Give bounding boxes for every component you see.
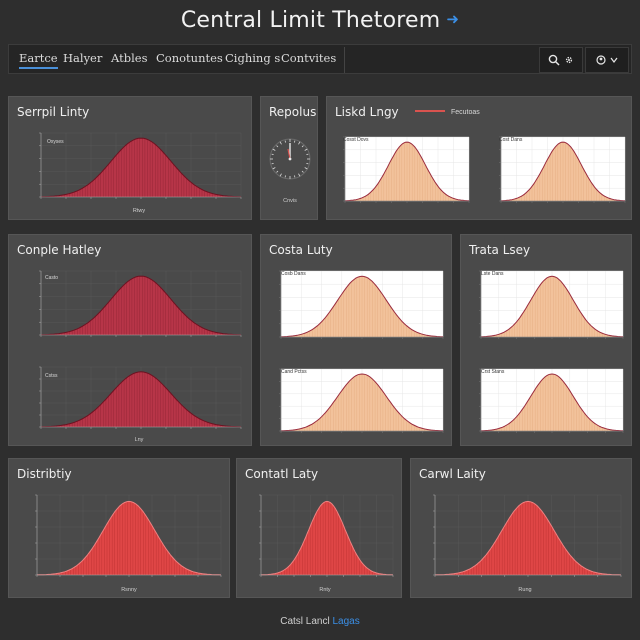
inset-label: Oxyses	[47, 139, 64, 145]
panel-costa-luty: Costa Luty Cosb Dans Cand Pctss	[260, 234, 452, 446]
user-icon	[596, 55, 606, 65]
tab-conotuntes[interactable]: Conotuntes	[156, 51, 223, 65]
top-nav: Eartce Halyer Atbles Conotuntes Cighing …	[8, 44, 632, 74]
legend-label: Fecutoas	[451, 109, 480, 116]
chevron-down-icon	[610, 57, 618, 63]
inset-label: Cosst Dovs	[343, 137, 369, 143]
clock-icon	[269, 138, 311, 180]
panel-title: Costa Luty	[269, 243, 333, 257]
inset-label: Cosb Dans	[281, 271, 306, 277]
clock-caption: Cnvis	[283, 198, 297, 204]
x-axis-label: Rsnny	[121, 587, 137, 593]
search-icon	[548, 54, 560, 66]
legend-swatch	[415, 110, 445, 112]
panel-regulus: Repolus Cnvis	[260, 96, 318, 220]
inset-label: Crst Stans	[481, 369, 505, 375]
bell-chart[interactable]	[337, 131, 473, 211]
inset-label: Cstss	[45, 373, 58, 379]
panel-title: Liskd Lngy	[335, 105, 399, 119]
legend: Fecutoas	[415, 109, 480, 116]
tab-eartce[interactable]: Eartce	[19, 51, 58, 69]
panel-sample-limit: Serrpil Linty Oxyses Rtwy	[8, 96, 252, 220]
inset-label: Lste Dans	[481, 271, 504, 277]
page-title-text: Central Limit Thetorem	[180, 8, 441, 33]
bell-chart[interactable]	[33, 127, 245, 207]
panel-title: Distribtiy	[17, 467, 72, 481]
footer: Catsl Lancl Lagas	[0, 616, 640, 627]
panel-title: Conple Hatley	[17, 243, 102, 257]
panel-title: Carwl Laity	[419, 467, 486, 481]
tab-cighing[interactable]: Cighing s	[225, 51, 281, 65]
bell-chart[interactable]	[33, 265, 245, 345]
panel-title: Contatl Laty	[245, 467, 319, 481]
tab-contvites[interactable]: Contvites	[281, 51, 337, 65]
search-button[interactable]	[539, 47, 583, 73]
bell-chart[interactable]	[33, 361, 245, 437]
panel-conple-hatley: Conple Hatley Casto Cstss Lny	[8, 234, 252, 446]
panel-linked-lngy: Liskd Lngy Fecutoas Cosst Dovs Cost Dans	[326, 96, 632, 220]
panel-title: Serrpil Linty	[17, 105, 90, 119]
inset-label: Casto	[45, 275, 59, 281]
inset-label: Cand Pctss	[281, 369, 307, 375]
footer-link[interactable]: Lagas	[332, 616, 360, 627]
bell-chart[interactable]	[253, 489, 397, 585]
footer-text: Catsl Lancl	[280, 616, 330, 627]
x-axis-label: Rtwy	[132, 208, 146, 214]
panel-trata-lsey: Trata Lsey Lste Dans Crst Stans	[460, 234, 632, 446]
user-button[interactable]	[585, 47, 629, 73]
bell-chart[interactable]	[493, 131, 629, 211]
inset-label: Cost Dans	[499, 137, 523, 143]
bell-chart[interactable]	[473, 265, 627, 347]
bell-chart[interactable]	[273, 265, 447, 347]
x-axis-label: Lny	[134, 437, 144, 443]
bell-chart[interactable]	[427, 489, 625, 585]
panel-title: Trata Lsey	[469, 243, 531, 257]
settings-icon	[565, 56, 573, 64]
nav-divider	[344, 47, 345, 73]
panel-contatl-laty: Contatl Laty Rnty	[236, 458, 402, 598]
bell-chart[interactable]	[473, 363, 627, 441]
tab-atbles[interactable]: Atbles	[111, 51, 148, 65]
toolbar	[539, 47, 629, 73]
arrow-right-icon[interactable]: ➜	[446, 10, 460, 28]
x-axis-label: Rnty	[319, 587, 331, 593]
x-axis-label: Rung	[518, 587, 532, 593]
tab-halyer[interactable]: Halyer	[63, 51, 103, 65]
page-title: Central Limit Thetorem ➜	[0, 8, 640, 33]
bell-chart[interactable]	[273, 363, 447, 441]
bell-chart[interactable]	[29, 489, 225, 585]
panel-title: Repolus	[269, 105, 317, 119]
panel-carwl-laity: Carwl Laity Rung	[410, 458, 632, 598]
panel-distribtiy: Distribtiy Rsnny	[8, 458, 230, 598]
